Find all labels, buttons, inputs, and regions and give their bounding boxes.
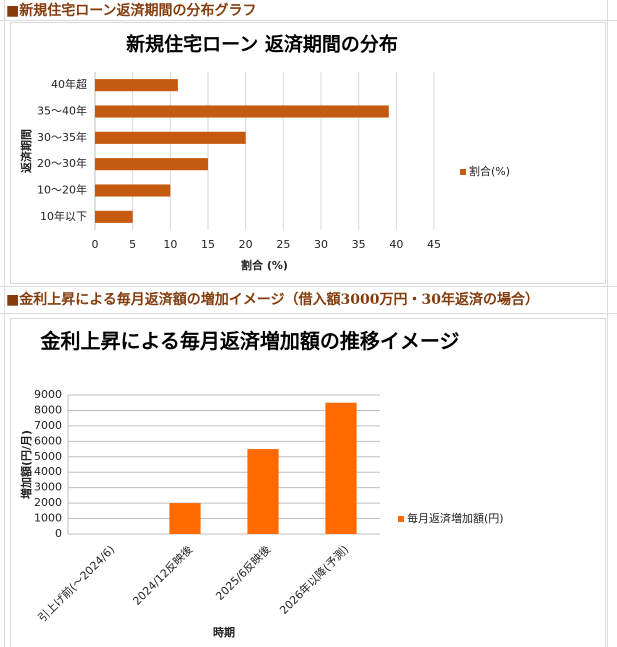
- bar: [95, 131, 246, 144]
- x-tick-label: 15: [201, 238, 215, 251]
- y-axis-label: 増加額(円/月): [19, 430, 33, 499]
- y-tick-label: 5000: [34, 450, 62, 463]
- bar: [247, 449, 279, 534]
- x-axis-label: 時期: [213, 625, 235, 639]
- x-tick-label: 25: [276, 238, 290, 251]
- x-tick-label: 20: [239, 238, 253, 251]
- bar: [325, 402, 357, 534]
- y-tick-label: 30～35年: [37, 130, 87, 144]
- bar: [95, 210, 133, 223]
- y-tick-label: 40年超: [51, 77, 87, 91]
- x-tick-label: 0: [92, 238, 99, 251]
- y-tick-label: 3000: [34, 481, 62, 494]
- y-tick-label: 8000: [34, 403, 62, 416]
- x-tick-label: 30: [314, 238, 328, 251]
- y-tick-label: 10～20年: [37, 183, 87, 197]
- bar: [169, 503, 201, 534]
- legend-label: 毎月返済増加額(円): [407, 511, 504, 525]
- section-heading: ■新規住宅ローン返済期間の分布グラフ: [6, 2, 257, 19]
- chart-title: 金利上昇による毎月返済増加額の推移イメージ: [40, 329, 460, 353]
- legend-swatch: [460, 169, 466, 175]
- y-tick-label: 6000: [34, 434, 62, 447]
- x-axis-label: 割合 (%): [241, 258, 288, 272]
- y-tick-label: 4000: [34, 465, 62, 478]
- y-tick-label: 7000: [34, 419, 62, 432]
- bar: [95, 79, 178, 92]
- y-tick-label: 20～30年: [37, 156, 87, 170]
- legend-swatch: [398, 516, 404, 522]
- x-tick-label: 35: [352, 238, 366, 251]
- chart-area: [10, 22, 606, 284]
- chart-title: 新規住宅ローン 返済期間の分布: [126, 33, 398, 56]
- x-tick-label: 10: [163, 238, 177, 251]
- y-tick-label: 1000: [34, 512, 62, 525]
- chart-area: [10, 318, 606, 647]
- y-tick-label: 0: [55, 527, 62, 540]
- x-tick-label: 45: [427, 238, 441, 251]
- x-tick-label: 5: [129, 238, 136, 251]
- bar: [95, 158, 208, 171]
- section-heading: ■金利上昇による毎月返済額の増加イメージ（借入額3000万円・30年返済の場合）: [6, 291, 539, 308]
- y-tick-label: 2000: [34, 496, 62, 509]
- y-axis-label: 返済期間: [19, 129, 33, 173]
- y-tick-label: 10年以下: [40, 209, 87, 223]
- y-tick-label: 35～40年: [37, 104, 87, 118]
- bar: [95, 184, 171, 197]
- x-tick-label: 40: [389, 238, 403, 251]
- legend-label: 割合(%): [469, 164, 510, 178]
- bar: [95, 105, 389, 118]
- y-tick-label: 9000: [34, 388, 62, 401]
